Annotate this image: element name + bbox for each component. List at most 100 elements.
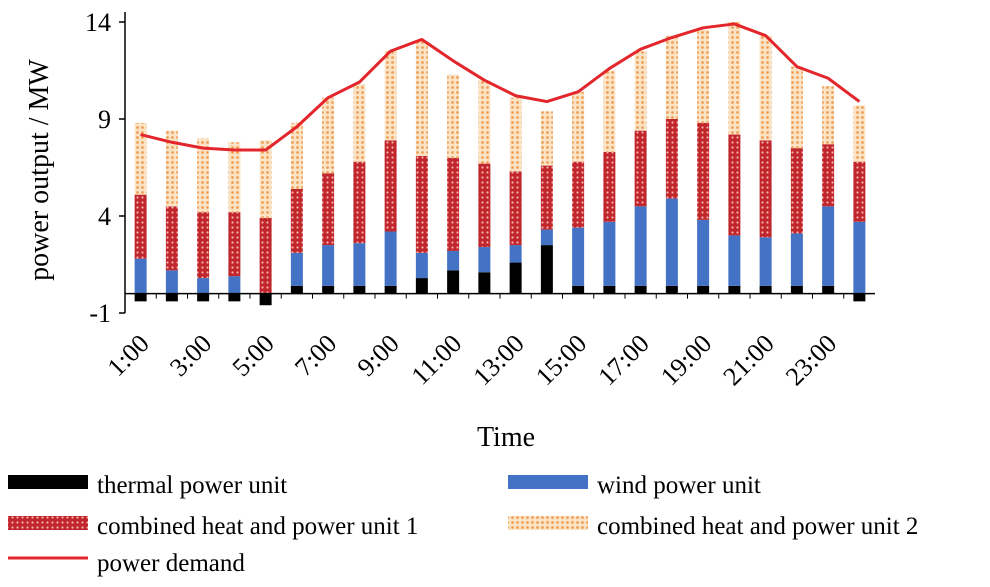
bar-combined-heat-and-power-unit-2-18:00: [665, 35, 678, 119]
bar-thermal-power-unit-14:00: [540, 245, 553, 294]
x-tick-label: 23:00: [780, 329, 842, 391]
legend-power-demand-label: power demand: [97, 550, 245, 577]
bar-wind-power-unit-14:00: [540, 229, 553, 246]
x-tick-label: 9:00: [352, 329, 405, 382]
bar-combined-heat-and-power-unit-1-24:00: [853, 161, 866, 222]
bar-combined-heat-and-power-unit-1-20:00: [728, 134, 741, 236]
bar-combined-heat-and-power-unit-1-10:00: [415, 155, 428, 253]
bar-thermal-power-unit-4:00: [228, 293, 241, 302]
bar-thermal-power-unit-13:00: [509, 262, 522, 294]
bar-wind-power-unit-16:00: [603, 221, 616, 286]
bar-combined-heat-and-power-unit-1-12:00: [478, 163, 491, 248]
legend-thermal-power-unit-label: thermal power unit: [97, 472, 287, 499]
x-tick-label: 11:00: [406, 329, 468, 391]
bar-combined-heat-and-power-unit-2-12:00: [478, 80, 491, 164]
bar-thermal-power-unit-22:00: [790, 285, 803, 294]
bar-combined-heat-and-power-unit-1-19:00: [697, 122, 710, 220]
bar-combined-heat-and-power-unit-1-14:00: [540, 165, 553, 230]
bar-thermal-power-unit-5:00: [259, 293, 272, 306]
legend-combined-heat-and-power-unit-2-label: combined heat and power unit 2: [597, 513, 918, 540]
bar-combined-heat-and-power-unit-1-16:00: [603, 151, 616, 222]
bar-wind-power-unit-7:00: [322, 245, 335, 286]
bar-wind-power-unit-10:00: [415, 252, 428, 279]
bar-wind-power-unit-8:00: [353, 243, 366, 286]
bar-combined-heat-and-power-unit-2-19:00: [697, 29, 710, 123]
bar-thermal-power-unit-7:00: [322, 285, 335, 294]
bar-combined-heat-and-power-unit-1-17:00: [634, 130, 647, 207]
bar-thermal-power-unit-15:00: [572, 285, 585, 294]
bar-combined-heat-and-power-unit-1-22:00: [790, 148, 803, 234]
legend-combined-heat-and-power-unit-2-swatch: [508, 516, 588, 530]
bar-combined-heat-and-power-unit-2-6:00: [290, 122, 303, 189]
bar-combined-heat-and-power-unit-2-8:00: [353, 84, 366, 162]
bar-wind-power-unit-12:00: [478, 247, 491, 273]
bar-wind-power-unit-9:00: [384, 231, 397, 286]
y-axis-title: power output / MW: [24, 59, 55, 281]
x-tick-label: 15:00: [530, 329, 592, 391]
bar-wind-power-unit-21:00: [759, 237, 772, 286]
bar-thermal-power-unit-3:00: [197, 293, 210, 302]
bar-combined-heat-and-power-unit-2-22:00: [790, 66, 803, 149]
bar-thermal-power-unit-19:00: [697, 285, 710, 294]
legend-combined-heat-and-power-unit-1-swatch: [8, 516, 88, 530]
bar-combined-heat-and-power-unit-2-5:00: [259, 140, 272, 218]
bar-wind-power-unit-24:00: [853, 221, 866, 294]
line-power-demand: [140, 22, 861, 152]
bar-combined-heat-and-power-unit-2-13:00: [509, 97, 522, 172]
legend-thermal-power-unit-swatch: [8, 475, 88, 489]
bar-wind-power-unit-1:00: [134, 258, 147, 294]
y-tick-label: 14: [85, 8, 111, 37]
plot-area: -1 4 9 14 1:00 3:00 5:00 7:00 9:00 11:00 13:00 15:0…: [85, 8, 875, 391]
bar-combined-heat-and-power-unit-2-11:00: [447, 74, 460, 158]
bar-wind-power-unit-22:00: [790, 233, 803, 286]
bar-combined-heat-and-power-unit-2-1:00: [134, 122, 147, 195]
bar-combined-heat-and-power-unit-1-2:00: [165, 206, 178, 271]
bar-wind-power-unit-11:00: [447, 250, 460, 271]
bar-thermal-power-unit-11:00: [447, 270, 460, 294]
bar-thermal-power-unit-17:00: [634, 285, 647, 294]
x-axis-title: Time: [477, 422, 535, 453]
legend: thermal power unit wind power unit combine…: [8, 472, 918, 577]
bar-thermal-power-unit-12:00: [478, 272, 491, 294]
bar-combined-heat-and-power-unit-1-7:00: [322, 173, 335, 246]
bar-combined-heat-and-power-unit-2-9:00: [384, 51, 397, 141]
bar-combined-heat-and-power-unit-1-11:00: [447, 157, 460, 251]
bar-combined-heat-and-power-unit-1-4:00: [228, 212, 241, 277]
bar-wind-power-unit-13:00: [509, 245, 522, 263]
bar-combined-heat-and-power-unit-1-3:00: [197, 212, 210, 279]
bar-combined-heat-and-power-unit-1-6:00: [290, 188, 303, 253]
bar-combined-heat-and-power-unit-1-9:00: [384, 140, 397, 232]
bar-thermal-power-unit-20:00: [728, 285, 741, 294]
bar-wind-power-unit-15:00: [572, 227, 585, 286]
bar-thermal-power-unit-10:00: [415, 278, 428, 294]
bar-thermal-power-unit-1:00: [134, 293, 147, 302]
x-tick-label: 1:00: [102, 329, 155, 382]
bar-combined-heat-and-power-unit-1-23:00: [822, 144, 835, 207]
bar-combined-heat-and-power-unit-2-17:00: [634, 51, 647, 131]
bar-combined-heat-and-power-unit-1-5:00: [259, 217, 272, 294]
bar-wind-power-unit-17:00: [634, 206, 647, 286]
legend-wind-power-unit-label: wind power unit: [597, 472, 761, 499]
bar-combined-heat-and-power-unit-2-15:00: [572, 91, 585, 162]
x-tick-label: 19:00: [655, 329, 717, 391]
bar-combined-heat-and-power-unit-2-24:00: [853, 105, 866, 162]
bar-combined-heat-and-power-unit-2-7:00: [322, 97, 335, 174]
bar-combined-heat-and-power-unit-1-21:00: [759, 140, 772, 238]
bar-thermal-power-unit-16:00: [603, 285, 616, 294]
bar-combined-heat-and-power-unit-2-3:00: [197, 138, 210, 213]
bar-wind-power-unit-6:00: [290, 252, 303, 286]
bar-wind-power-unit-20:00: [728, 235, 741, 286]
bar-wind-power-unit-23:00: [822, 206, 835, 286]
x-tick-label: 7:00: [289, 329, 342, 382]
bar-wind-power-unit-19:00: [697, 219, 710, 286]
bar-combined-heat-and-power-unit-1-18:00: [665, 119, 678, 199]
bar-thermal-power-unit-24:00: [853, 293, 866, 302]
legend-wind-power-unit-swatch: [508, 475, 588, 489]
x-tick-label: 13:00: [467, 329, 529, 391]
bar-combined-heat-and-power-unit-1-1:00: [134, 194, 147, 259]
bar-thermal-power-unit-23:00: [822, 285, 835, 294]
bar-wind-power-unit-18:00: [665, 198, 678, 286]
bar-combined-heat-and-power-unit-2-20:00: [728, 22, 741, 135]
bar-combined-heat-and-power-unit-1-8:00: [353, 161, 366, 244]
